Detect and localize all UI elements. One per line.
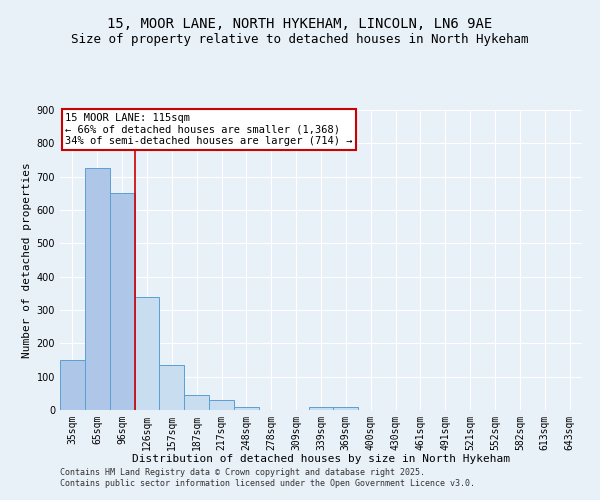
Bar [134,296,160,410]
Bar [60,360,85,410]
Text: 15, MOOR LANE, NORTH HYKEHAM, LINCOLN, LN6 9AE: 15, MOOR LANE, NORTH HYKEHAM, LINCOLN, L… [107,18,493,32]
Bar [160,365,184,410]
Bar [184,395,209,410]
Text: Size of property relative to detached houses in North Hykeham: Size of property relative to detached ho… [71,32,529,46]
Bar [334,406,358,410]
Bar [234,406,259,410]
Bar [209,400,234,410]
Bar [308,406,334,410]
Y-axis label: Number of detached properties: Number of detached properties [22,162,32,358]
Bar [110,194,134,410]
X-axis label: Distribution of detached houses by size in North Hykeham: Distribution of detached houses by size … [132,454,510,464]
Text: Contains HM Land Registry data © Crown copyright and database right 2025.
Contai: Contains HM Land Registry data © Crown c… [60,468,475,487]
Bar [85,168,110,410]
Text: 15 MOOR LANE: 115sqm
← 66% of detached houses are smaller (1,368)
34% of semi-de: 15 MOOR LANE: 115sqm ← 66% of detached h… [65,113,353,146]
